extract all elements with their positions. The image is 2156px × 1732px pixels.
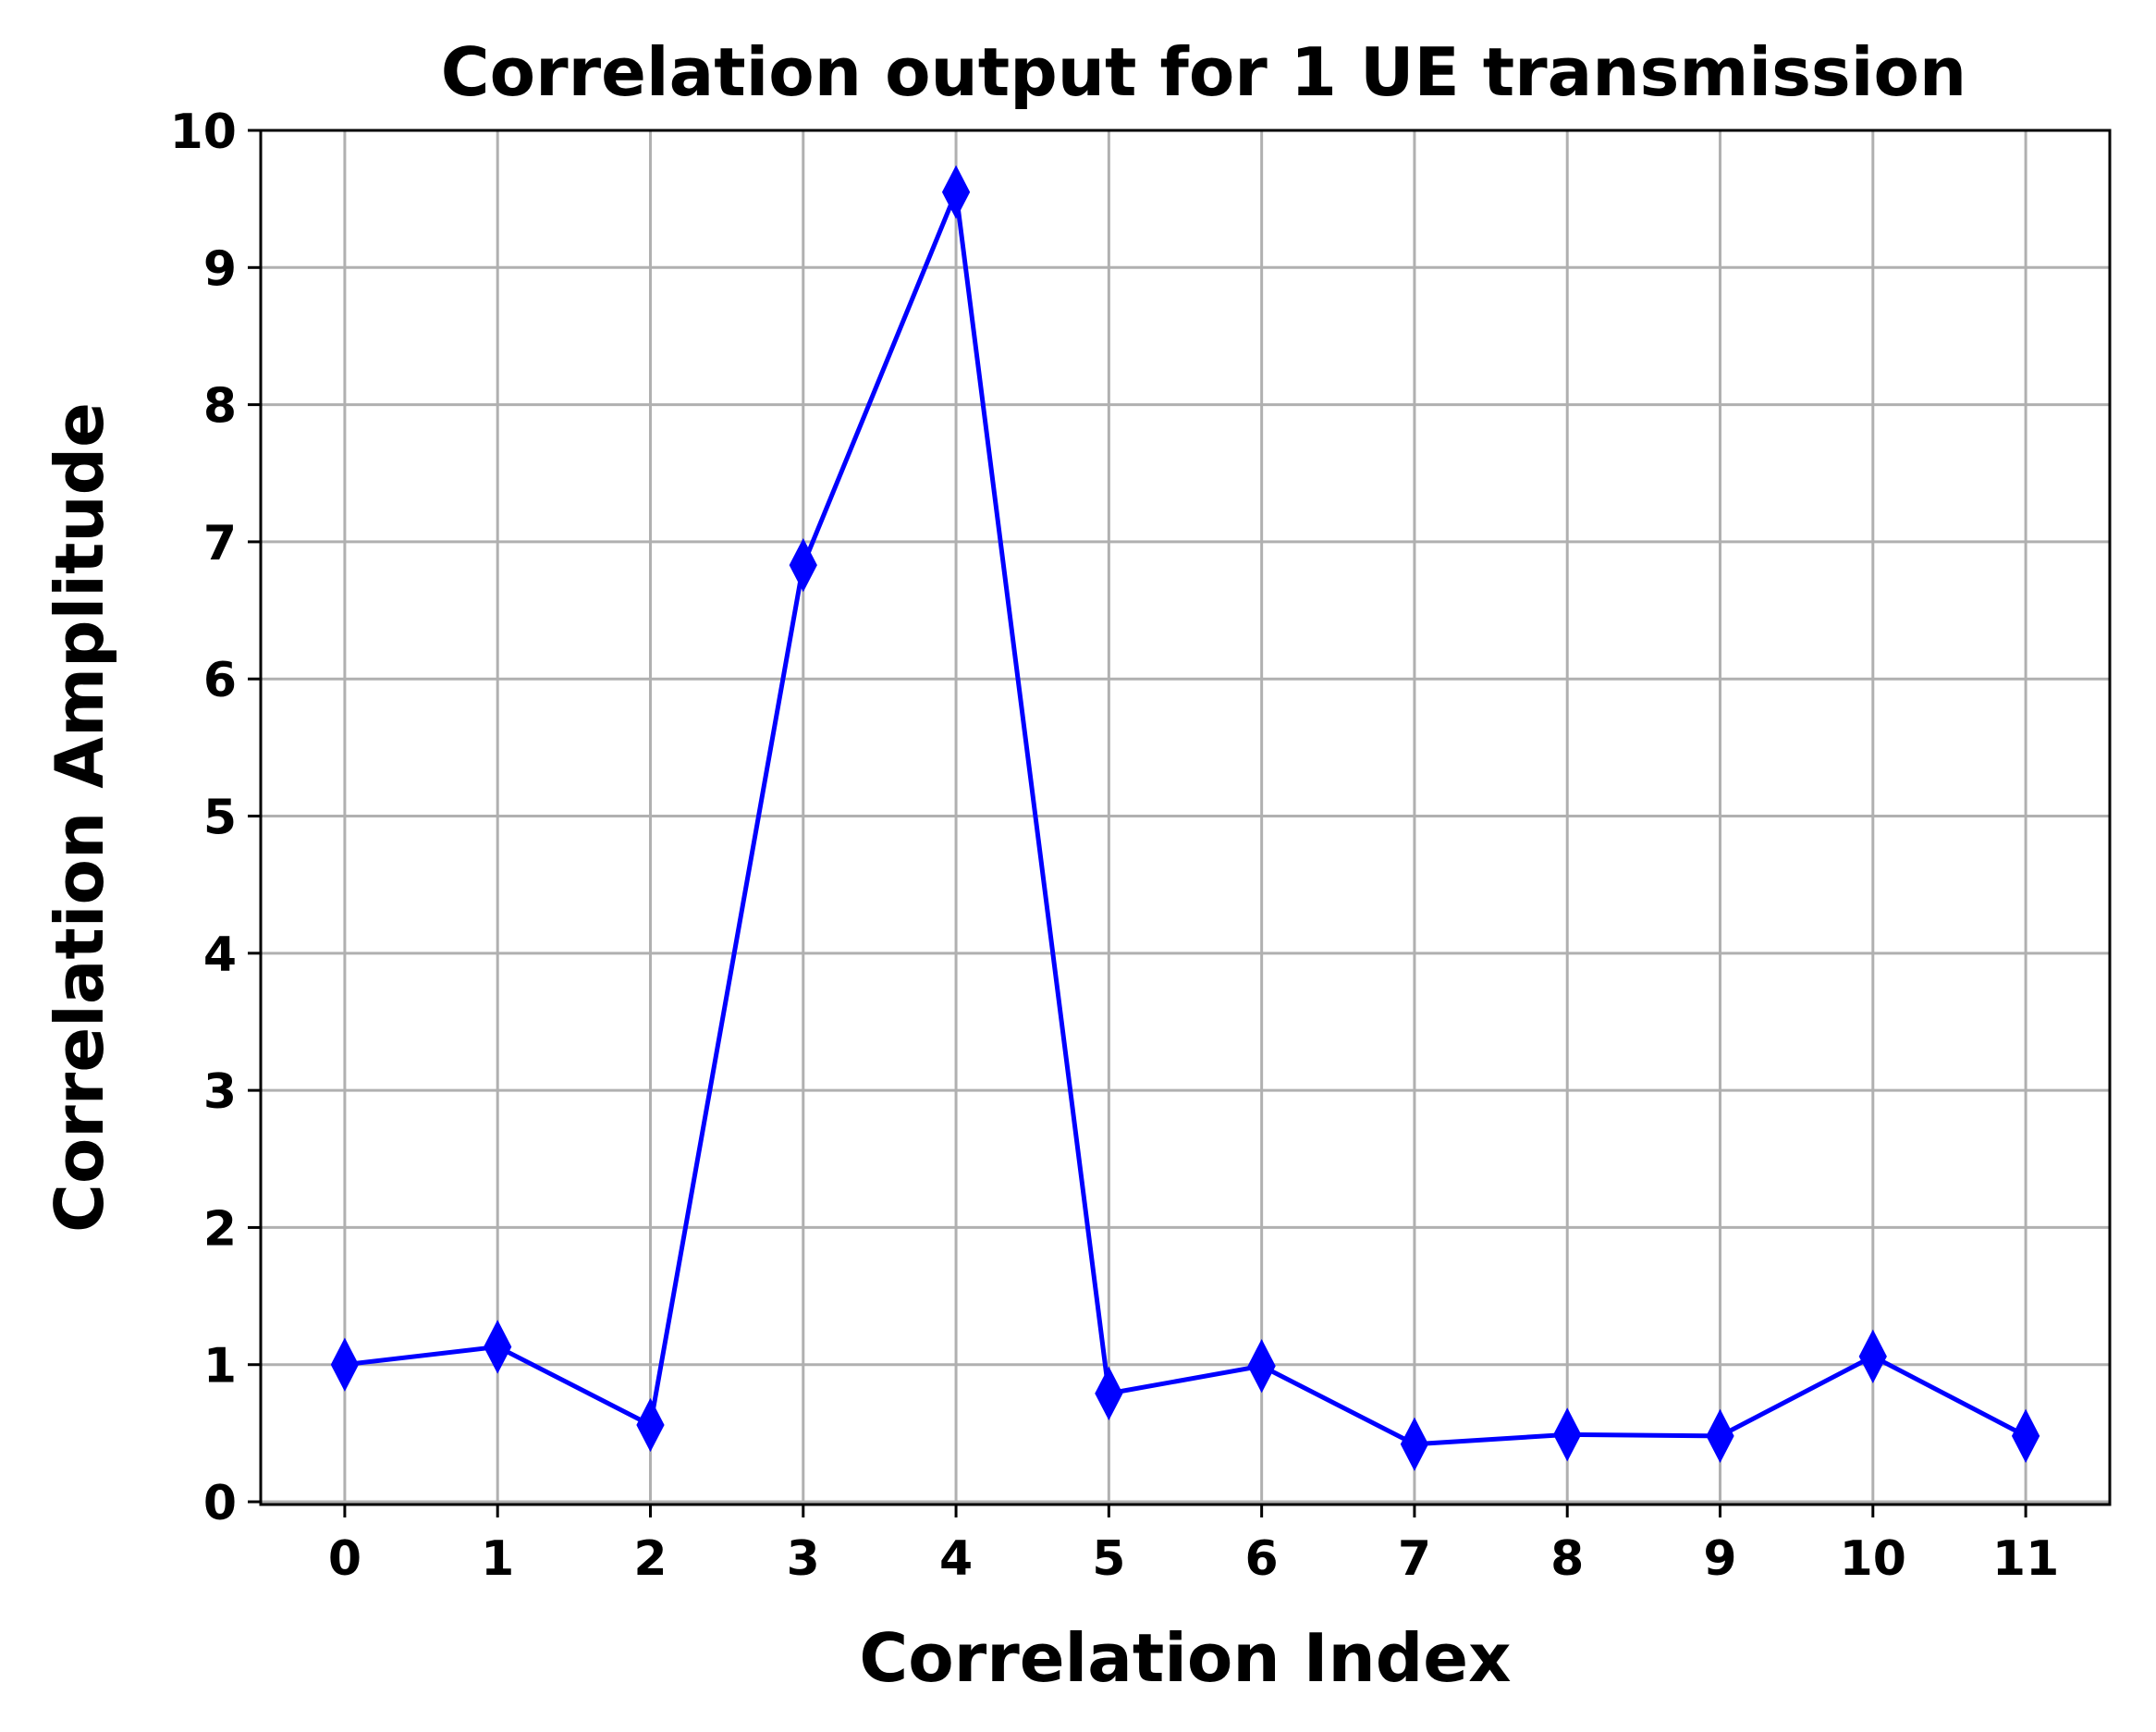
x-tick-label: 1 — [481, 1531, 514, 1587]
y-tick-label: 4 — [203, 927, 237, 983]
data-point — [1247, 1339, 1276, 1394]
y-tick-label: 9 — [203, 241, 237, 297]
data-point — [789, 537, 817, 593]
series-line — [344, 190, 2027, 1447]
y-tick-label: 3 — [203, 1064, 237, 1120]
grid — [261, 129, 2110, 1505]
x-tick-label: 11 — [1992, 1531, 2059, 1587]
x-tick-label: 8 — [1550, 1531, 1584, 1587]
x-tick-label: 5 — [1092, 1531, 1125, 1587]
x-tick-label: 2 — [633, 1531, 667, 1587]
y-tick-label: 2 — [203, 1201, 237, 1257]
data-point — [330, 1337, 360, 1392]
y-axis-label: Correlation Amplitude — [41, 402, 118, 1233]
x-tick-label: 0 — [328, 1531, 361, 1587]
x-tick-label: 3 — [787, 1531, 820, 1587]
x-axis-label: Correlation Index — [859, 1619, 1511, 1697]
tick-labels: 0 1 2 3 4 5 6 7 8 9 10 11 0 1 2 3 4 5 6 7 8 9 10 — [170, 104, 2060, 1587]
x-tick-label: 6 — [1245, 1531, 1279, 1587]
x-tick-label: 7 — [1398, 1531, 1431, 1587]
data-point — [636, 1397, 665, 1453]
y-tick-label: 8 — [203, 379, 237, 435]
data-point — [484, 1320, 512, 1374]
y-tick-label: 0 — [203, 1476, 237, 1531]
x-tick-label: 4 — [939, 1531, 973, 1587]
data-point — [1400, 1417, 1429, 1471]
plot-frame — [259, 129, 2112, 1506]
series — [330, 165, 2040, 1471]
x-tick-label: 9 — [1703, 1531, 1736, 1587]
ticks — [248, 129, 2027, 1517]
x-tick-label: 10 — [1840, 1531, 1906, 1587]
chart-title: Correlation output for 1 UE transmission — [441, 33, 1966, 111]
data-point — [1706, 1408, 1734, 1464]
data-point — [1553, 1407, 1582, 1462]
y-tick-label: 1 — [203, 1339, 237, 1394]
y-tick-label: 7 — [203, 516, 237, 571]
data-point — [1858, 1329, 1887, 1384]
data-point — [1095, 1366, 1123, 1421]
y-tick-label: 5 — [203, 791, 237, 846]
y-tick-label: 10 — [170, 104, 237, 160]
data-point — [941, 165, 971, 219]
y-tick-label: 6 — [203, 653, 237, 708]
data-point — [2011, 1408, 2040, 1464]
